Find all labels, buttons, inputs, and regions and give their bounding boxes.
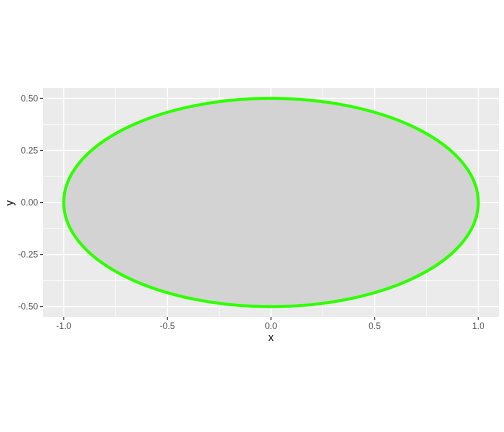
x-tick-label: 0.0 bbox=[265, 321, 277, 331]
y-axis-title: y bbox=[4, 200, 16, 206]
x-tick-label: -1.0 bbox=[56, 321, 71, 331]
y-tick-label: 0.50 bbox=[21, 93, 38, 103]
x-axis-ticks: -1.0 -0.5 0.0 0.5 1.0 bbox=[56, 317, 484, 331]
y-tick-label: 0.00 bbox=[21, 198, 38, 208]
y-tick-label: -0.50 bbox=[18, 302, 38, 312]
x-tick-label: -0.5 bbox=[160, 321, 175, 331]
x-tick-label: 0.5 bbox=[369, 321, 381, 331]
y-tick-label: 0.25 bbox=[21, 145, 38, 155]
y-tick-label: -0.25 bbox=[18, 250, 38, 260]
x-axis-title: x bbox=[268, 332, 274, 344]
y-axis-ticks: -0.50 -0.25 0.00 0.25 0.50 bbox=[18, 93, 43, 312]
ellipse-shape bbox=[62, 96, 480, 309]
x-tick-label: 1.0 bbox=[472, 321, 484, 331]
